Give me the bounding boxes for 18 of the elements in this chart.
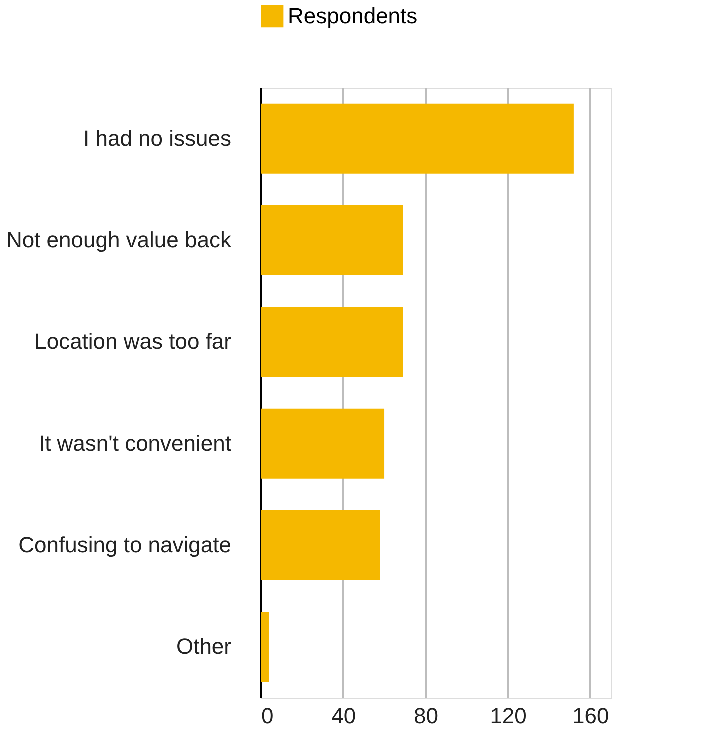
x-tick-label: 80 — [414, 704, 438, 728]
x-tick-label: 40 — [332, 704, 356, 728]
y-tick-label: Not enough value back — [6, 228, 232, 252]
bar — [261, 307, 404, 378]
bar — [261, 408, 385, 479]
legend-label: Respondents — [288, 4, 418, 28]
x-tick-label: 120 — [490, 704, 527, 728]
y-tick-label: Other — [176, 634, 232, 660]
x-tick-label: 0 — [262, 704, 274, 728]
bar — [261, 206, 404, 276]
bar — [261, 612, 270, 682]
bar — [261, 104, 574, 174]
y-tick-label: Location was too far — [34, 329, 232, 354]
y-tick-label: I had no issues — [84, 126, 232, 151]
x-tick-label: 160 — [572, 704, 610, 728]
y-tick-label: It wasn't convenient — [38, 430, 232, 456]
bar — [261, 510, 380, 580]
y-tick-label: Confusing to navigate — [18, 532, 232, 558]
